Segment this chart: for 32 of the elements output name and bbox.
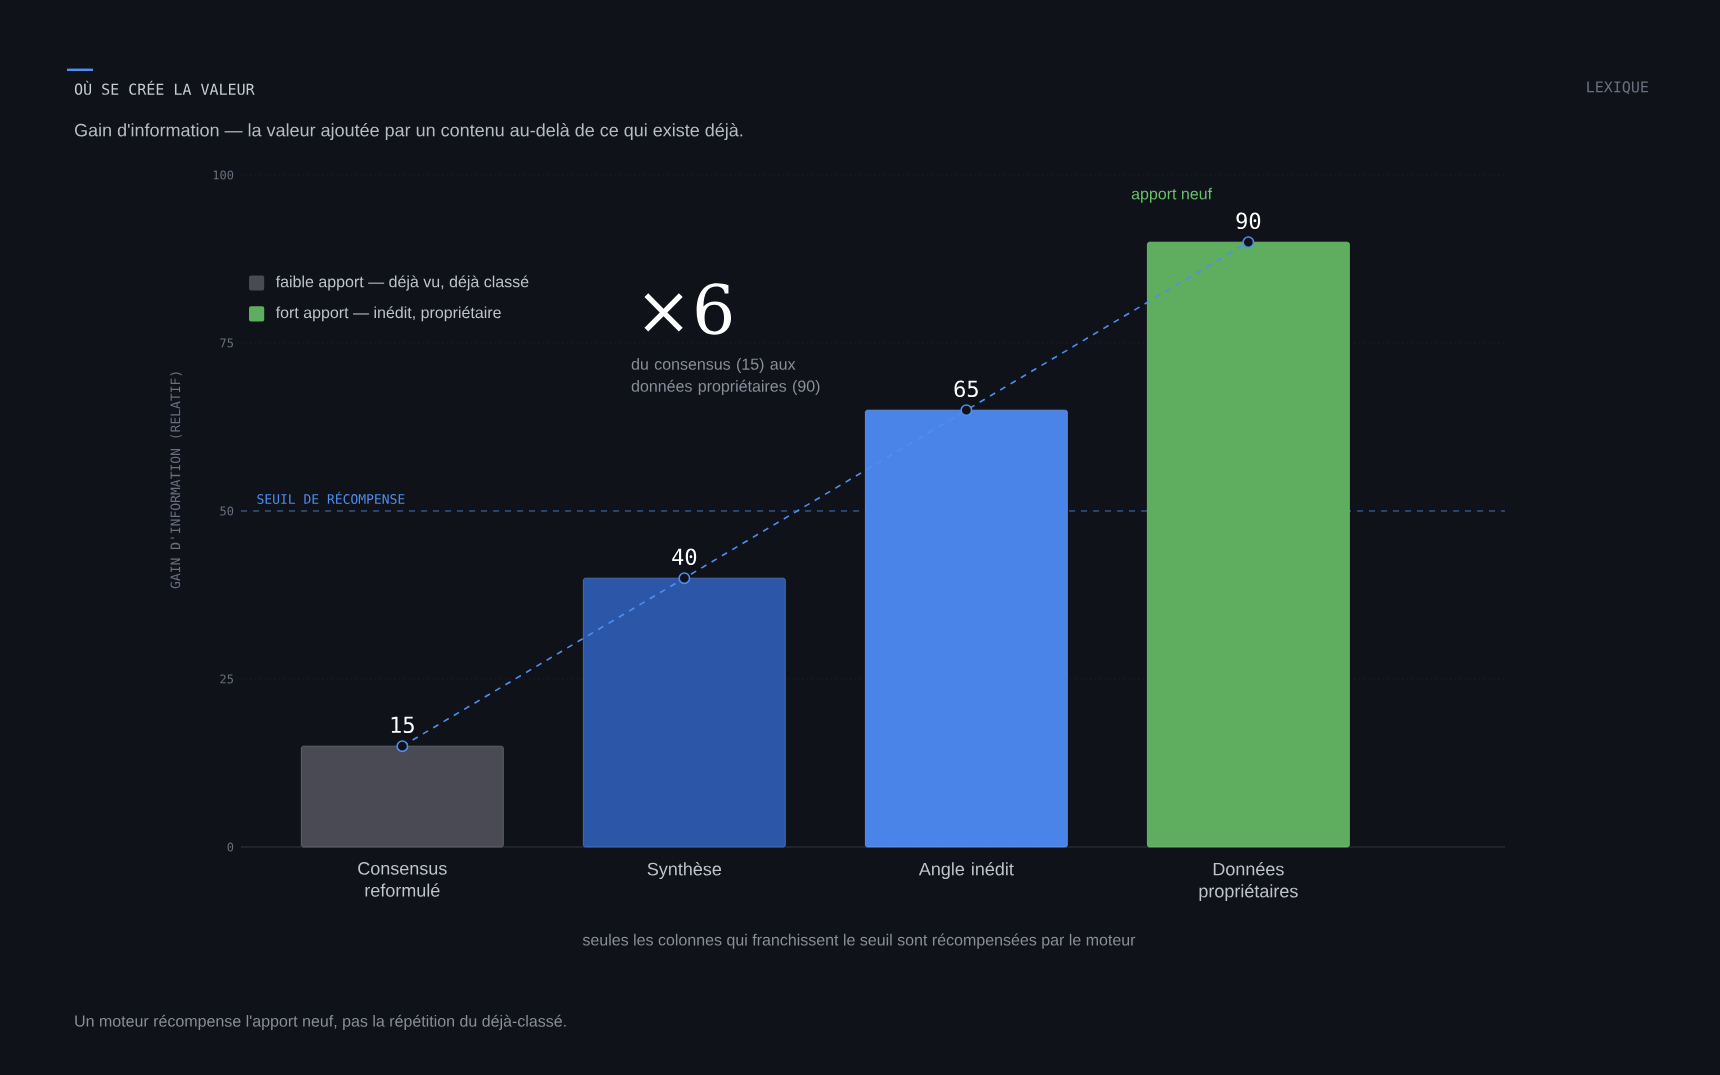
- x-tick-label: Consensus reformulé: [358, 862, 447, 897]
- bar: [1147, 241, 1350, 848]
- point: [678, 572, 691, 585]
- legend-label: fort apport — inédit, propriétaire: [275, 306, 501, 322]
- y-tick-label: 0: [227, 842, 234, 852]
- annotation: du consensus (15) aux données propriétaires (90): [631, 358, 820, 395]
- chart-subtitle: Gain d'information — la valeur ajoutée par un contenu au-delà de ce qui existe déjà.: [74, 123, 743, 141]
- x-tick-label: Données propriétaires: [1199, 862, 1298, 902]
- y-axis-title: GAIN D'INFORMATION (RELATIF): [170, 372, 182, 589]
- y-tick-label: 75: [220, 338, 233, 348]
- data-label: 15: [391, 716, 414, 734]
- point: [960, 404, 973, 417]
- legend-label: faible apport — déjà vu, déjà classé: [275, 275, 529, 291]
- bar: [300, 745, 504, 848]
- text: seules les colonnes qui franchissent le seuil sont récompensées par le moteur: [582, 933, 1136, 949]
- y-tick-label: 100: [213, 170, 234, 180]
- data-label: 65: [954, 380, 978, 398]
- point: [1242, 236, 1255, 249]
- data-label: 40: [672, 548, 697, 566]
- ref-line-label: SEUIL DE RÉCOMPENSE: [257, 491, 405, 504]
- annotation: ×6: [644, 283, 732, 335]
- x-tick-label: Synthèse: [647, 862, 722, 880]
- data-label: 90: [1236, 212, 1261, 230]
- text: Un moteur récompense l'apport neuf, pas la répétition du déjà-classé.: [75, 1014, 566, 1030]
- bar: [582, 577, 786, 848]
- y-tick-label: 50: [220, 506, 234, 516]
- chart-title: OÙ SE CRÉE LA VALEUR: [74, 80, 255, 95]
- point: [396, 740, 409, 753]
- x-tick-label: Angle inédit: [918, 862, 1014, 880]
- annotation: apport neuf: [1131, 187, 1213, 203]
- y-tick-label: 25: [220, 674, 233, 684]
- text: LEXIQUE: [1587, 81, 1648, 95]
